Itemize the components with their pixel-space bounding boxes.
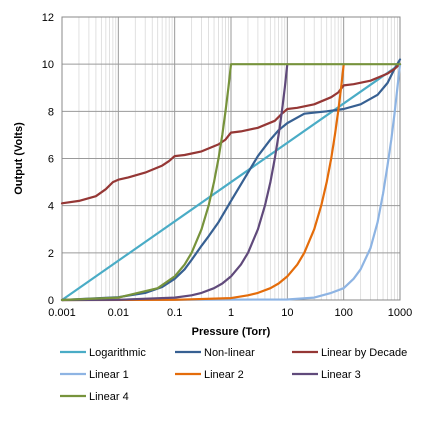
legend-label: Linear 2	[204, 369, 244, 381]
series-line-logarithmic	[60, 63, 402, 302]
x-tick-label: 10	[281, 307, 293, 319]
x-tick-label: 0.1	[167, 307, 182, 319]
tick-labels: 0.001 0.01 0.1 1 10 100 1000 0 2 4 6 8 10 12	[42, 12, 412, 319]
series-lines	[60, 58, 402, 302]
y-tick-label: 8	[48, 106, 54, 118]
legend-item: Linear 4	[60, 391, 129, 403]
legend-label: Linear 4	[89, 391, 129, 403]
legend-label: Linear 1	[89, 369, 129, 381]
legend-item: Logarithmic	[60, 347, 146, 359]
series-line-linear-1	[60, 63, 402, 302]
y-tick-label: 12	[42, 12, 54, 24]
y-tick-label: 2	[48, 248, 54, 260]
x-tick-label: 1	[228, 307, 234, 319]
legend-item: Linear 1	[60, 369, 129, 381]
legend-item: Linear by Decade	[292, 347, 407, 359]
legend-item: Non-linear	[175, 347, 255, 359]
legend-item: Linear 2	[175, 369, 244, 381]
series-line-linear-4	[60, 63, 402, 302]
y-axis-title: Output (Volts)	[13, 122, 25, 195]
legend-item: Linear 3	[292, 369, 361, 381]
y-tick-label: 6	[48, 154, 54, 166]
legend-label: Logarithmic	[89, 347, 146, 359]
grid	[61, 16, 401, 301]
x-tick-label: 0.001	[48, 307, 76, 319]
series-line-linear-2	[60, 63, 345, 302]
legend: Logarithmic Non-linear Linear by Decade Lin…	[60, 347, 407, 403]
series-line-linear-by-decade	[60, 63, 402, 205]
x-tick-label: 0.01	[108, 307, 129, 319]
x-axis-title: Pressure (Torr)	[192, 326, 271, 338]
legend-label: Non-linear	[204, 347, 255, 359]
y-tick-label: 0	[48, 295, 54, 307]
legend-label: Linear by Decade	[321, 347, 407, 359]
y-tick-label: 4	[48, 201, 54, 213]
x-tick-label: 100	[334, 307, 352, 319]
y-tick-label: 10	[42, 59, 54, 71]
x-tick-label: 1000	[388, 307, 412, 319]
series-line-non-linear	[60, 58, 402, 302]
series-line-linear-3	[60, 63, 289, 302]
legend-label: Linear 3	[321, 369, 361, 381]
